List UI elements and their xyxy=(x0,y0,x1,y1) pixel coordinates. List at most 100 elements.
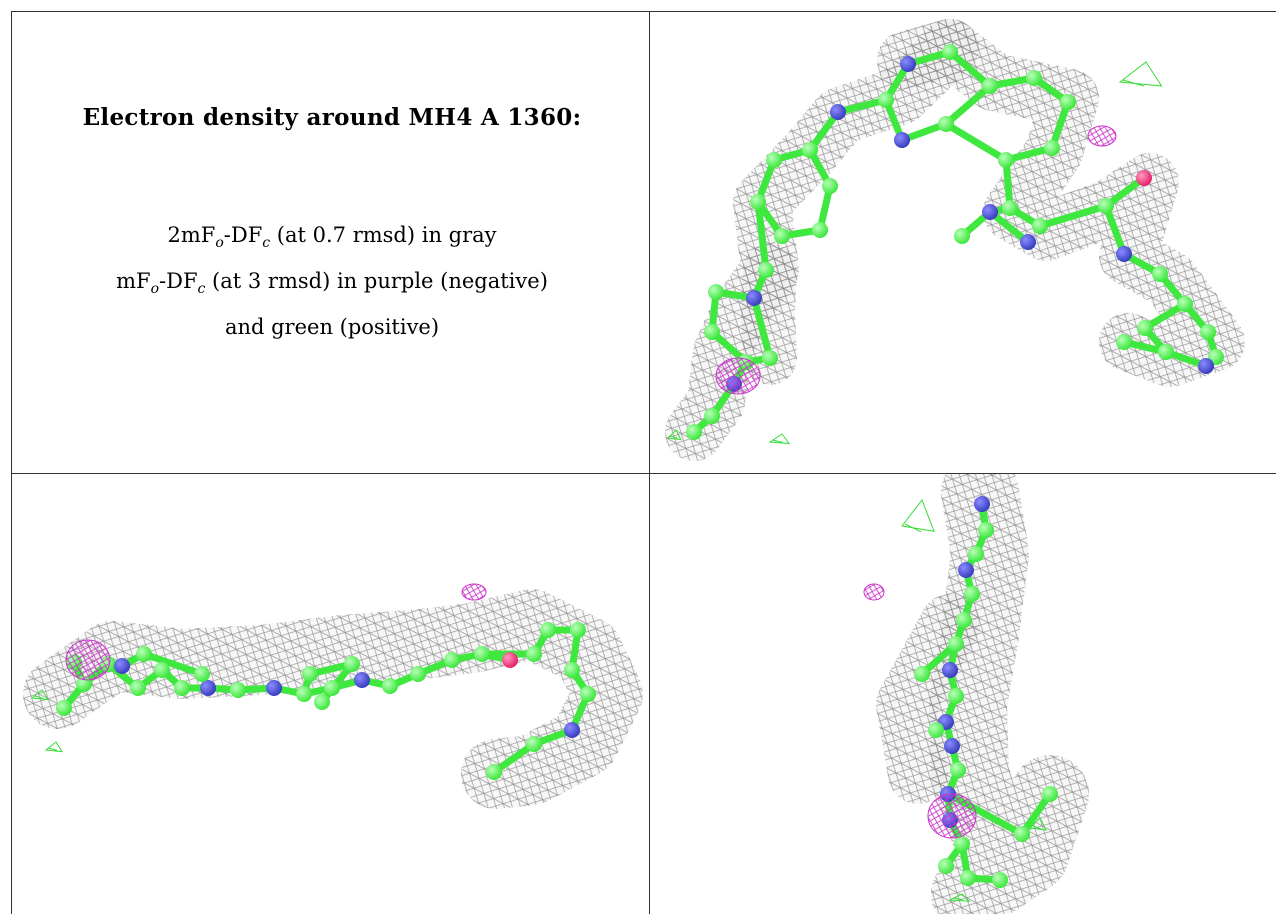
carbon-atom xyxy=(802,142,818,158)
carbon-atom xyxy=(938,116,954,132)
carbon-atom xyxy=(230,682,246,698)
bond xyxy=(834,96,890,116)
carbon-atom xyxy=(766,152,782,168)
density-mesh xyxy=(929,474,1089,914)
density-render-side xyxy=(23,583,643,809)
positive-difference-density xyxy=(901,498,935,533)
nitrogen-atom xyxy=(746,290,762,306)
carbon-atom xyxy=(526,736,542,752)
carbon-atom xyxy=(822,178,838,194)
carbon-atom xyxy=(1200,324,1216,340)
oxygen-atom xyxy=(1136,170,1152,186)
density-shade xyxy=(876,594,980,804)
bond xyxy=(986,208,1032,246)
molecule-view-side xyxy=(12,474,649,914)
bond xyxy=(1036,202,1110,230)
figure-caption: 2mFo-DFc (at 0.7 rmsd) in gray mFo-DFc (… xyxy=(12,216,649,346)
negative-difference-density xyxy=(1087,125,1117,147)
bond xyxy=(1102,202,1128,258)
carbon-atom xyxy=(580,686,596,702)
carbon-atom xyxy=(758,262,774,278)
carbon-atom xyxy=(1060,94,1076,110)
carbon-atom xyxy=(998,152,1014,168)
carbon-atom xyxy=(382,678,398,694)
carbon-atom xyxy=(812,222,828,238)
carbon-atom xyxy=(960,870,976,886)
bond xyxy=(1018,790,1054,838)
carbon-atom xyxy=(750,194,766,210)
figure-title: Electron density around MH4 A 1360: xyxy=(82,104,582,131)
carbon-atom xyxy=(344,656,360,672)
carbon-atom xyxy=(928,722,944,738)
carbon-atom xyxy=(570,622,586,638)
bond xyxy=(942,82,994,128)
border-left xyxy=(11,11,12,914)
carbon-atom xyxy=(956,612,972,628)
bond xyxy=(750,294,774,362)
nitrogen-atom xyxy=(266,680,282,696)
carbon-atom xyxy=(174,680,190,696)
nitrogen-atom xyxy=(958,562,974,578)
negative-difference-density xyxy=(863,583,885,601)
carbon-atom xyxy=(1137,320,1153,336)
density-mesh xyxy=(876,594,980,804)
nitrogen-atom xyxy=(942,662,958,678)
negative-difference-density xyxy=(715,357,761,395)
carbon-atom xyxy=(526,646,542,662)
carbon-atom xyxy=(1177,296,1193,312)
carbon-atom xyxy=(130,680,146,696)
border-top xyxy=(11,11,1276,12)
carbon-atom xyxy=(914,666,930,682)
carbon-atom xyxy=(1044,140,1060,156)
nitrogen-atom xyxy=(1198,358,1214,374)
carbon-atom xyxy=(954,228,970,244)
carbon-atom xyxy=(948,688,964,704)
nitrogen-atom xyxy=(894,132,910,148)
carbon-atom xyxy=(992,872,1008,888)
carbon-atom xyxy=(942,44,958,60)
carbon-atom xyxy=(1032,218,1048,234)
carbon-atom xyxy=(1152,266,1168,282)
nitrogen-atom xyxy=(900,56,916,72)
nitrogen-atom xyxy=(830,104,846,120)
nitrogen-atom xyxy=(1116,246,1132,262)
negative-difference-density xyxy=(65,639,111,681)
carbon-atom xyxy=(136,646,152,662)
carbon-atom xyxy=(978,522,994,538)
border-middle-vertical xyxy=(649,11,650,914)
negative-difference-density xyxy=(461,583,487,601)
bond xyxy=(1048,98,1072,152)
carbon-atom xyxy=(948,636,964,652)
positive-difference-density xyxy=(30,689,49,701)
nitrogen-atom xyxy=(200,680,216,696)
molecule-view-top xyxy=(650,12,1276,473)
nitrogen-atom xyxy=(974,496,990,512)
carbon-atom xyxy=(762,350,778,366)
carbon-atom xyxy=(154,662,170,678)
nitrogen-atom xyxy=(114,658,130,674)
positive-difference-density xyxy=(1028,817,1047,831)
nitrogen-atom xyxy=(944,738,960,754)
carbon-atom xyxy=(964,586,980,602)
carbon-atom xyxy=(954,836,970,852)
carbon-atom xyxy=(486,764,502,780)
carbon-atom xyxy=(540,622,556,638)
carbon-atom xyxy=(56,700,72,716)
carbon-atom xyxy=(1002,200,1018,216)
bond xyxy=(754,198,770,274)
caption-cell: Electron density around MH4 A 1360: 2mFo… xyxy=(12,12,649,473)
nitrogen-atom xyxy=(982,204,998,220)
bond xyxy=(140,650,206,678)
carbon-atom xyxy=(302,666,318,682)
oxygen-atom xyxy=(502,652,518,668)
nitrogen-atom xyxy=(354,672,370,688)
carbon-atom xyxy=(1098,198,1114,214)
bond xyxy=(1002,156,1014,212)
carbon-atom xyxy=(1042,786,1058,802)
carbon-atom xyxy=(324,680,340,696)
carbon-atom xyxy=(878,92,894,108)
carbon-atom xyxy=(968,546,984,562)
positive-difference-density xyxy=(666,429,682,441)
nitrogen-atom xyxy=(564,722,580,738)
